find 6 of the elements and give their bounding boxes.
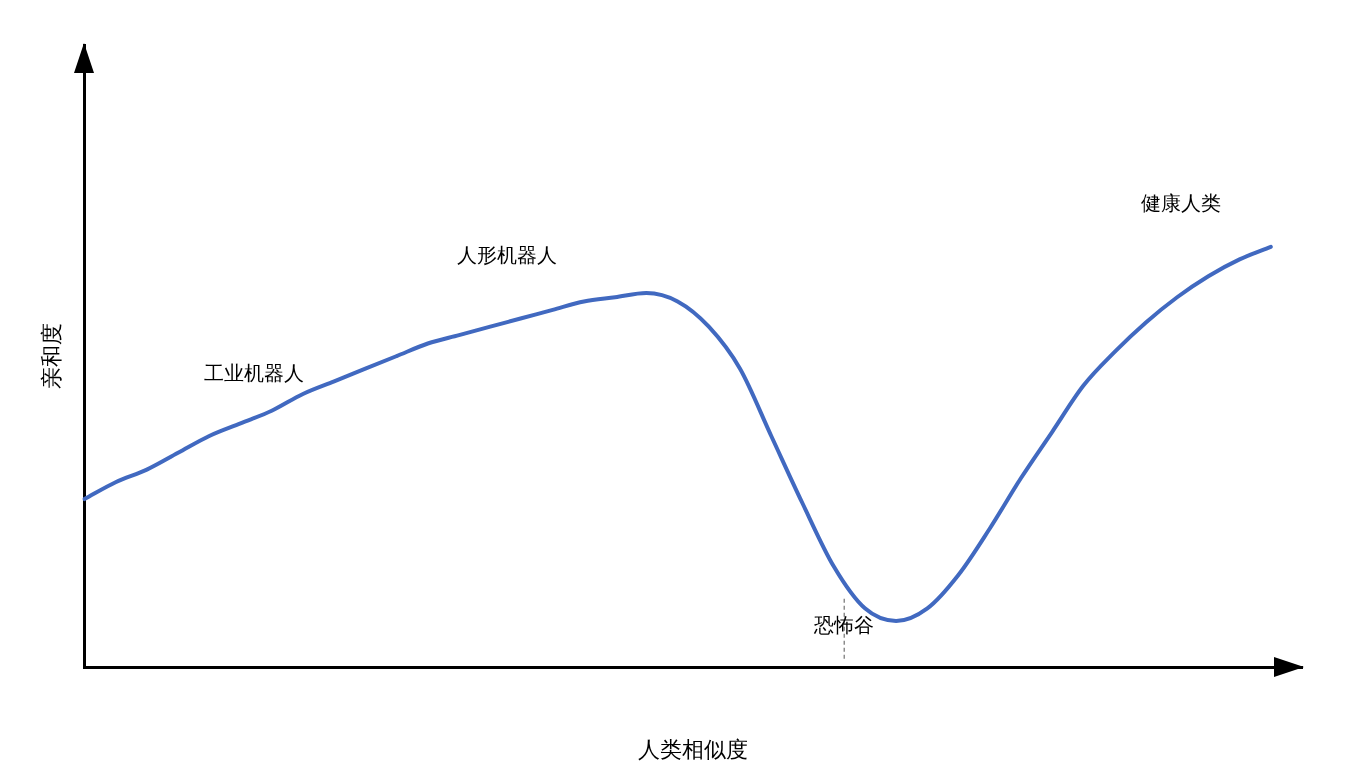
annotation: 人形机器人 (456, 242, 557, 267)
annotation: 工业机器人 (203, 360, 304, 385)
x-axis-title: 人类相似度 (638, 736, 749, 762)
text: 健康人类 (1141, 191, 1222, 216)
y-axis-title: 亲和度 (38, 323, 64, 390)
annotation: 恐怖谷 (813, 612, 875, 637)
